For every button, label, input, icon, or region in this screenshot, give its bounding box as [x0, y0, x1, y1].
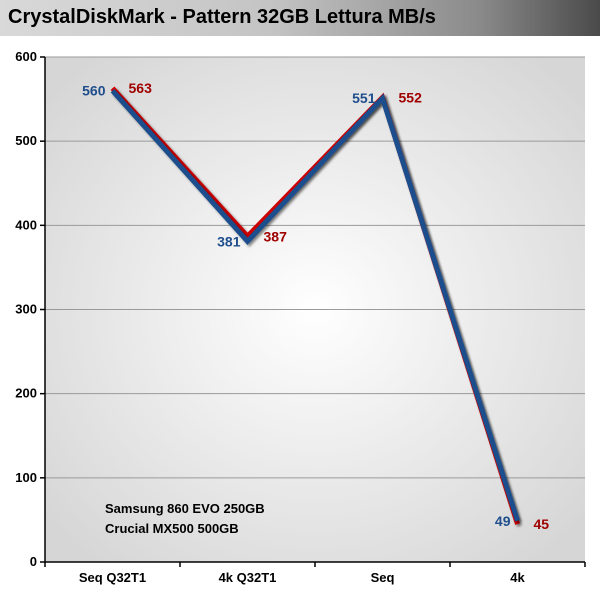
y-tick-label: 500	[15, 133, 37, 148]
y-tick-label: 0	[30, 554, 37, 569]
data-label: 563	[129, 80, 153, 96]
legend-label: Crucial MX500 500GB	[105, 521, 239, 536]
legend-label: Samsung 860 EVO 250GB	[105, 501, 265, 516]
data-label: 387	[264, 228, 288, 244]
y-tick-label: 300	[15, 302, 37, 317]
y-tick-label: 100	[15, 470, 37, 485]
data-label: 49	[495, 513, 511, 529]
y-tick-label: 200	[15, 386, 37, 401]
x-tick-label: Seq	[371, 570, 395, 585]
x-tick-label: Seq Q32T1	[79, 570, 146, 585]
x-tick-label: 4k	[510, 570, 525, 585]
title-bar: CrystalDiskMark - Pattern 32GB Lettura M…	[0, 0, 600, 36]
y-tick-label: 400	[15, 217, 37, 232]
data-label: 560	[82, 83, 106, 99]
series-line-2	[110, 88, 520, 522]
data-label: 551	[352, 90, 376, 106]
data-label: 381	[217, 233, 241, 249]
data-label: 552	[399, 89, 423, 105]
x-tick-label: 4k Q32T1	[219, 570, 277, 585]
data-label: 45	[534, 516, 550, 532]
chart-title: CrystalDiskMark - Pattern 32GB Lettura M…	[8, 6, 436, 28]
y-tick-label: 600	[15, 49, 37, 64]
